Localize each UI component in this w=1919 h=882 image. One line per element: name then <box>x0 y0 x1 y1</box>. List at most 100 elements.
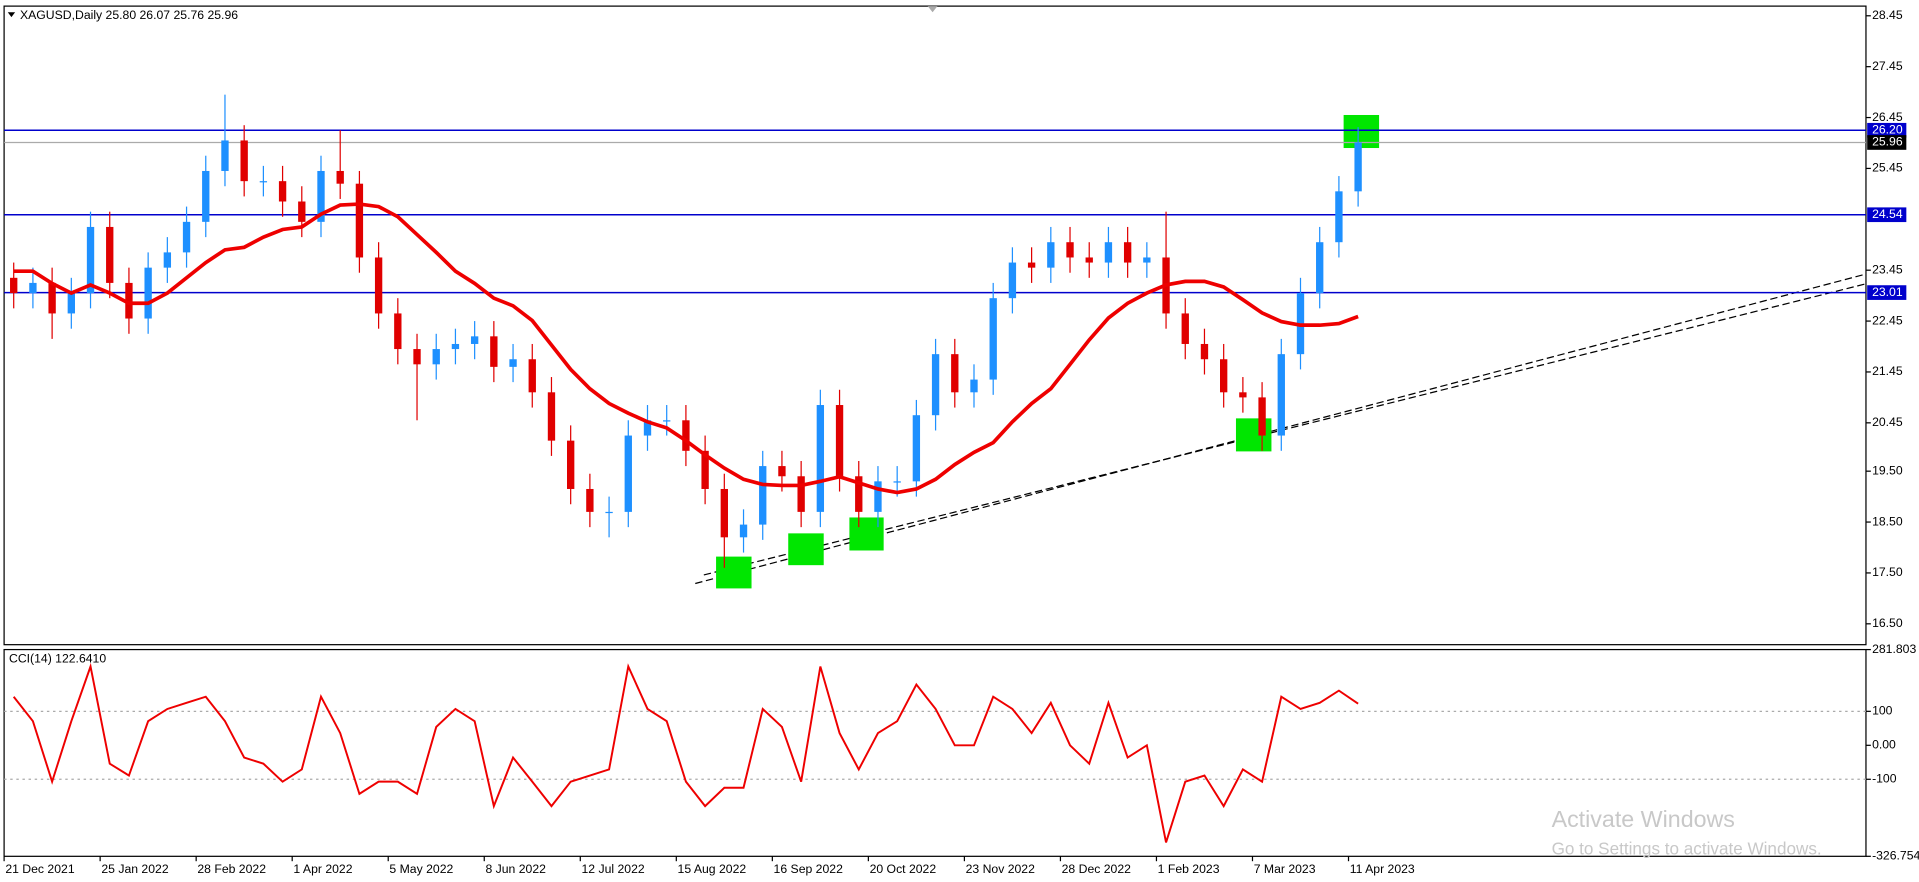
x-tick-label: 16 Sep 2022 <box>774 862 844 876</box>
moving-average <box>13 202 1359 495</box>
candle-body <box>567 440 575 489</box>
candle-body <box>739 524 748 538</box>
candle-body <box>1277 354 1285 436</box>
chart-title: XAGUSD,Daily 25.80 26.07 25.76 25.96 <box>20 8 238 22</box>
y-tick-label: -326.754 <box>1872 849 1919 863</box>
candle-body <box>1104 242 1113 263</box>
candle-body <box>490 336 498 367</box>
candle-body <box>470 336 479 344</box>
x-tick-label: 7 Mar 2023 <box>1254 862 1316 876</box>
level-label-bg <box>1867 122 1907 138</box>
candle-body <box>951 354 959 393</box>
candle-body <box>125 282 133 319</box>
candle-body <box>394 313 402 350</box>
candle-body <box>547 392 556 441</box>
x-tick-label: 5 May 2022 <box>389 862 453 876</box>
candle-body <box>259 181 268 183</box>
highlight-boxes <box>716 114 1380 589</box>
shift-marker <box>927 6 938 13</box>
x-tick-label: 25 Jan 2022 <box>101 862 168 876</box>
candle-body <box>144 267 152 319</box>
candle-body <box>86 226 95 294</box>
y-tick-label: 26.45 <box>1872 110 1903 124</box>
candle-body <box>1143 257 1151 263</box>
level-label: 26.20 <box>1872 123 1903 137</box>
candle-body <box>605 511 613 514</box>
candle-body <box>298 201 306 222</box>
watermark-subtitle: Go to Settings to activate Windows. <box>1552 840 1822 859</box>
x-tick-label: 20 Oct 2022 <box>870 862 937 876</box>
x-tick-label: 15 Aug 2022 <box>678 862 747 876</box>
candle-body <box>1027 262 1036 268</box>
candle-body <box>720 488 728 538</box>
x-tick-label: 8 Jun 2022 <box>485 862 546 876</box>
candle-body <box>643 420 652 436</box>
candle-body <box>624 435 632 512</box>
current-price-bg <box>1867 135 1907 150</box>
x-tick-label: 1 Feb 2023 <box>1158 862 1220 876</box>
y-tick-label: 27.45 <box>1872 59 1903 73</box>
candle-body <box>182 221 191 253</box>
candle-body <box>1066 242 1074 258</box>
candle-body <box>701 450 709 489</box>
level-label: 23.01 <box>1872 285 1903 299</box>
y-tick-label: 0.00 <box>1872 738 1896 752</box>
cci-panel <box>3 648 1867 857</box>
y-tick-label: 100 <box>1872 704 1893 718</box>
candle-body <box>1200 343 1209 360</box>
level-label: 24.54 <box>1872 207 1903 221</box>
candle-body <box>106 226 114 283</box>
highlight-box <box>788 533 824 566</box>
candle-body <box>1123 242 1132 263</box>
candle-body <box>893 481 901 483</box>
candle-body <box>413 349 421 365</box>
candle-body <box>855 476 863 512</box>
y-tick-label: 21.45 <box>1872 364 1903 378</box>
candle-body <box>1239 392 1247 398</box>
candle-body <box>797 476 805 512</box>
y-tick-label: 25.45 <box>1872 161 1903 175</box>
candle-body <box>202 170 210 222</box>
candle-body <box>336 170 344 184</box>
candle-body <box>682 420 690 451</box>
highlight-box <box>716 556 752 589</box>
candle-body <box>240 140 248 182</box>
y-tick-label: -100 <box>1872 772 1897 786</box>
candle-body <box>1047 242 1055 268</box>
candle-body <box>816 405 825 512</box>
x-tick-label: 1 Apr 2022 <box>293 862 352 876</box>
y-tick-label: 20.45 <box>1872 415 1903 429</box>
candle-body <box>432 349 440 365</box>
menu-arrow <box>7 12 16 18</box>
candle-body <box>278 181 287 202</box>
candle-body <box>1220 359 1228 393</box>
current-price-label: 25.96 <box>1872 135 1903 149</box>
indicator-title: CCI(14) 122.6410 <box>9 652 106 666</box>
candle-body <box>663 420 671 422</box>
y-tick-label: 22.45 <box>1872 313 1903 327</box>
candle-body <box>221 140 229 171</box>
cci-line <box>12 662 1359 843</box>
candle-body <box>163 252 172 268</box>
candle-body <box>874 481 882 512</box>
candle-body <box>778 466 786 477</box>
candle-body <box>374 257 383 314</box>
y-tick-label: 19.50 <box>1872 463 1903 477</box>
x-tick-label: 21 Dec 2021 <box>5 862 74 876</box>
x-tick-label: 28 Dec 2022 <box>1062 862 1131 876</box>
x-tick-label: 23 Nov 2022 <box>966 862 1035 876</box>
candle-body <box>1181 313 1189 344</box>
y-tick-label: 281.803 <box>1872 642 1916 656</box>
candle-body <box>586 488 594 512</box>
y-tick-label: 18.50 <box>1872 514 1903 528</box>
candle-body <box>1316 242 1324 294</box>
candle-body <box>1354 142 1362 192</box>
candle-body <box>48 282 56 314</box>
candle-body <box>29 282 37 294</box>
candle-body <box>759 466 767 525</box>
candle-body <box>355 183 364 258</box>
candle-body <box>317 170 325 222</box>
y-tick-label: 28.45 <box>1872 8 1903 22</box>
